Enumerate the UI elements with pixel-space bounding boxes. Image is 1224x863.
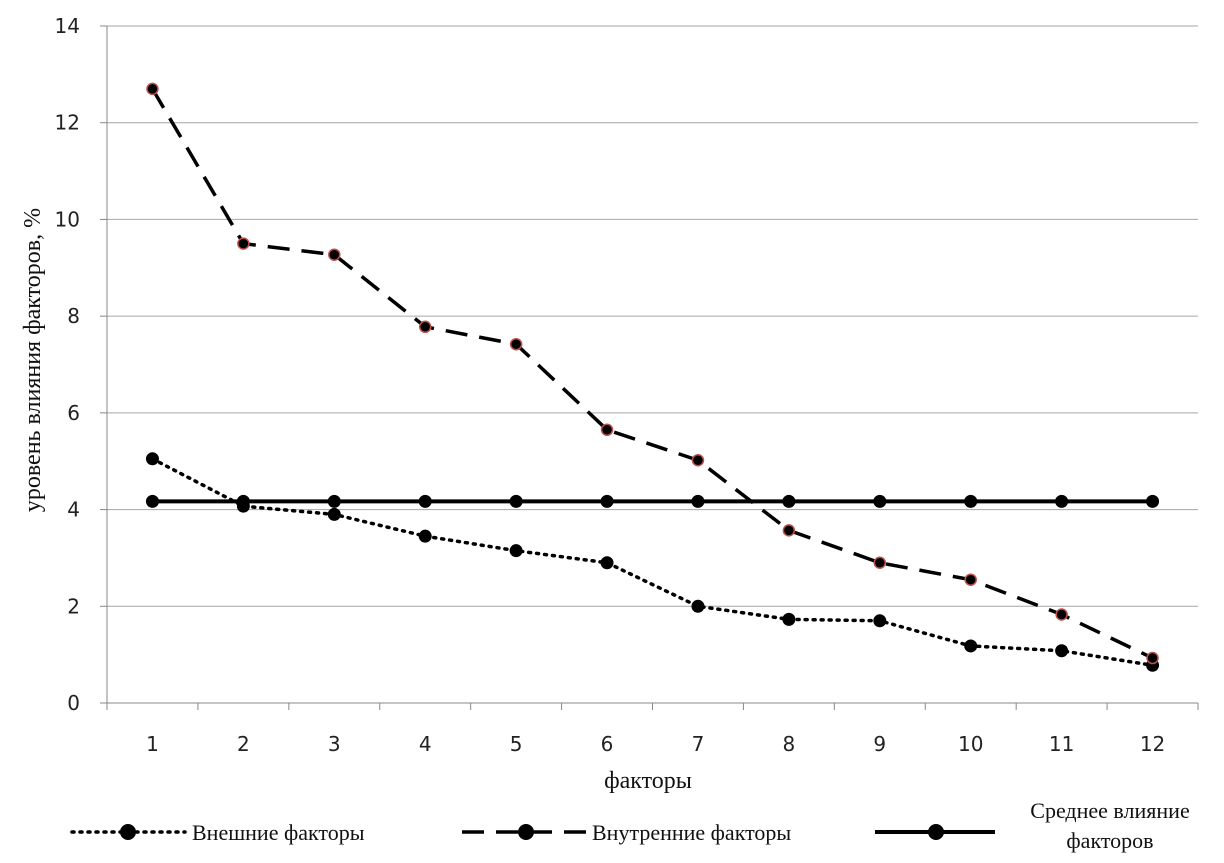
x-tick-label: 12: [1140, 732, 1165, 756]
y-tick-label: 12: [55, 111, 80, 135]
legend-label: факторов: [1066, 828, 1153, 853]
data-point-solid: [691, 494, 705, 508]
data-point-dashed: [509, 337, 523, 351]
series-line-dotted: [150, 457, 1155, 668]
legend-label: Среднее влияние: [1030, 798, 1189, 823]
y-tick-label: 2: [67, 594, 80, 618]
data-point-dashed: [1146, 651, 1159, 665]
data-point-solid: [964, 494, 978, 508]
x-tick-label: 6: [601, 732, 614, 756]
series-line-dashed: [150, 87, 1154, 660]
data-point-dotted: [509, 544, 523, 558]
data-point-dotted: [964, 639, 978, 653]
y-tick-label: 8: [67, 304, 80, 328]
x-axis-label: факторы: [604, 768, 692, 794]
data-point-solid: [1055, 494, 1069, 508]
data-point-dotted: [1055, 644, 1069, 658]
data-point-solid: [236, 494, 250, 508]
data-point-dashed: [691, 453, 705, 467]
x-tick-label: 7: [692, 732, 705, 756]
data-point-dotted: [145, 452, 159, 466]
data-point-solid: [327, 494, 341, 508]
data-point-dotted: [327, 507, 341, 521]
data-point-dashed: [873, 556, 887, 570]
data-point-dashed: [146, 82, 159, 96]
legend-marker-dotted: [120, 824, 136, 840]
data-point-solid: [509, 494, 523, 508]
x-tick-label: 10: [958, 732, 983, 756]
x-tick-label: 9: [873, 732, 886, 756]
x-tick-label: 4: [419, 732, 432, 756]
y-tick-label: 0: [67, 691, 80, 715]
grid-lines: [107, 25, 1198, 607]
data-point-solid: [418, 494, 432, 508]
x-tick-label: 11: [1049, 732, 1074, 756]
data-point-dashed: [600, 423, 614, 437]
x-tick-label: 1: [146, 732, 159, 756]
data-point-dashed: [237, 237, 250, 250]
data-point-solid: [600, 494, 614, 508]
x-tick-label: 2: [237, 732, 250, 756]
data-point-dashed: [964, 573, 977, 586]
data-point-dotted: [691, 599, 705, 613]
data-point-dotted: [418, 529, 432, 543]
data-point-dashed: [782, 524, 796, 537]
y-tick-label: 6: [67, 401, 80, 425]
data-point-dashed: [328, 248, 341, 261]
legend-marker-dashed: [518, 824, 534, 840]
data-point-dotted: [873, 614, 887, 628]
x-tick-label: 8: [783, 732, 796, 756]
y-tick-label: 10: [55, 207, 80, 231]
y-axis-label: уровень влияния факторов, %: [20, 208, 46, 512]
legend: Внешние факторы Внутренние факторы Среднее…: [70, 798, 1190, 853]
x-tick-label: 5: [510, 732, 523, 756]
y-axis-ticks: 0 2 4 6 8 10 12 14: [55, 14, 80, 715]
data-point-solid: [1146, 494, 1160, 508]
axes: [100, 25, 1199, 710]
y-tick-label: 4: [67, 498, 80, 522]
legend-marker-solid: [928, 824, 944, 840]
data-point-dotted: [782, 612, 796, 626]
series-group: [145, 82, 1160, 672]
data-point-solid: [782, 494, 796, 508]
x-axis-ticks: 1 2 3 4 5 6 7 8 9 10 11 12: [146, 732, 1165, 756]
data-point-dashed: [418, 320, 432, 334]
data-point-solid: [145, 494, 159, 508]
y-tick-label: 14: [55, 14, 80, 38]
x-tick-label: 3: [328, 732, 341, 756]
data-point-solid: [873, 494, 887, 508]
data-point-dashed: [1055, 608, 1068, 621]
data-point-dotted: [600, 556, 614, 570]
legend-label: Внешние факторы: [192, 820, 365, 845]
legend-label: Внутренние факторы: [592, 820, 791, 845]
